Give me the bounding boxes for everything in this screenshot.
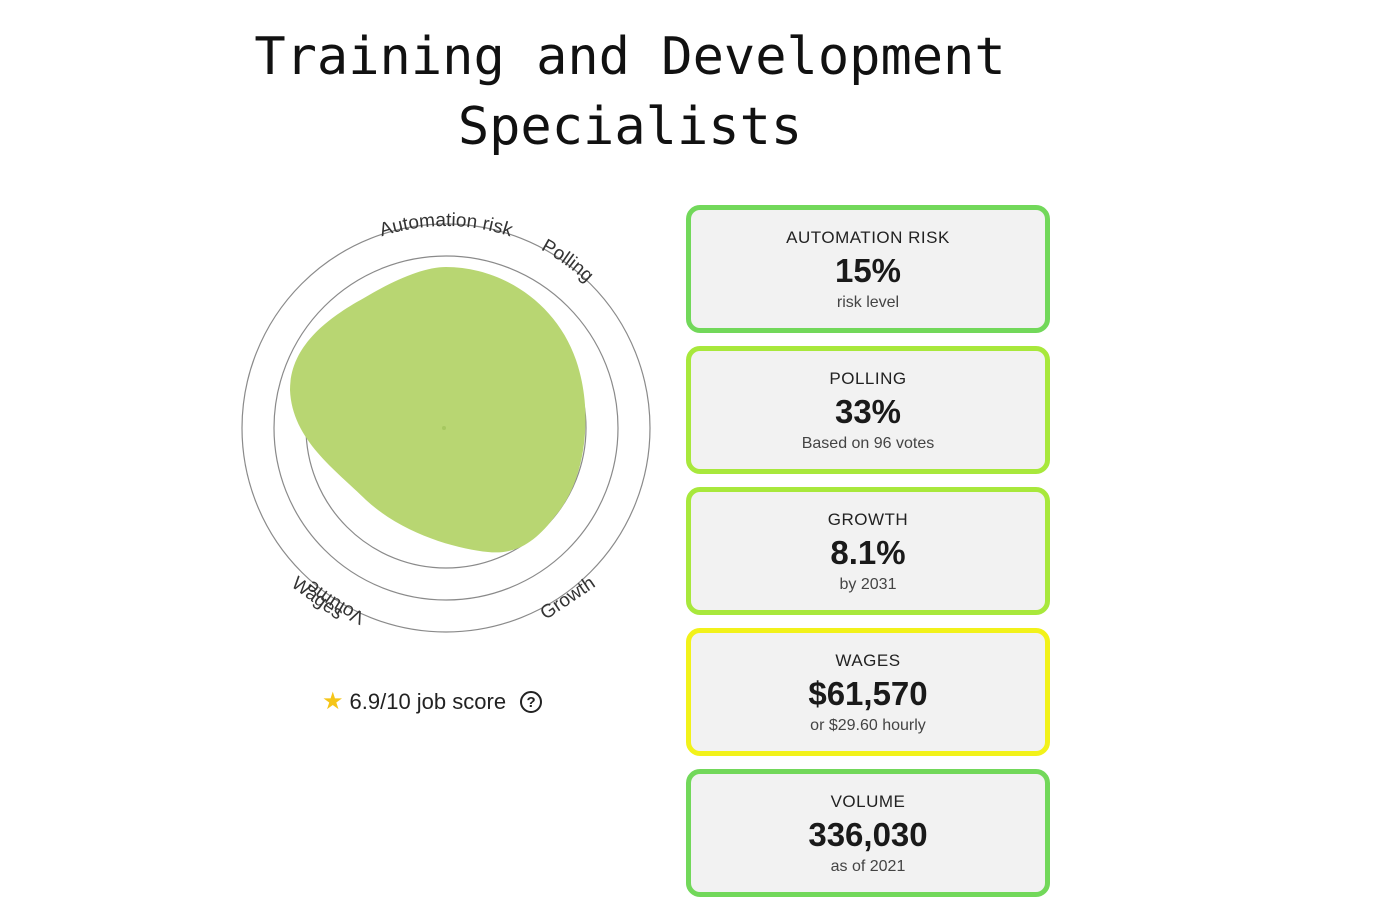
card-value: 33% [834,393,902,430]
card-label: POLLING [829,369,907,388]
radar-svg: Automation risk Polling Growth Wages Vol… [241,210,651,633]
page-title: Training and Development Specialists [254,27,1006,157]
card-label: WAGES [835,651,901,670]
card-sub: Based on 96 votes [801,435,935,452]
card-label: VOLUME [830,792,906,811]
card-automation-risk: AUTOMATION RISK 15% risk level [686,205,1050,333]
card-volume: VOLUME 336,030 as of 2021 [686,769,1050,897]
card-sub: or $29.60 hourly [810,717,926,734]
card-growth: GROWTH 8.1% by 2031 [686,487,1050,615]
job-radar-chart: Automation risk Polling Growth Wages Vol… [196,190,696,660]
job-score-text: 6.9/10 job score [349,689,507,714]
card-value: $61,570 [808,675,928,712]
card-sub: as of 2021 [830,858,906,875]
card-label: GROWTH [827,510,909,529]
card-wages: WAGES $61,570 or $29.60 hourly [686,628,1050,756]
card-sub: risk level [836,294,900,311]
card-polling: POLLING 33% Based on 96 votes [686,346,1050,474]
radar-center [442,426,446,430]
card-value: 15% [834,252,902,289]
radar-axis-label-polling: Polling [538,235,597,286]
radar-shape [290,267,586,553]
radar-ring-middle [273,255,619,601]
question-circle-icon[interactable]: ? [520,691,543,713]
card-value: 336,030 [808,816,928,853]
radar-axis-label-growth: Growth [537,573,600,625]
stat-cards: AUTOMATION RISK 15% risk level POLLING 3… [686,205,1050,910]
radar-axis-label-automation-risk: Automation risk [377,210,516,241]
job-score: ★ 6.9/10 job score ? [322,686,543,718]
card-value: 8.1% [830,534,906,571]
card-label: AUTOMATION RISK [786,228,950,247]
card-sub: by 2031 [839,576,897,593]
star-icon: ★ [322,688,344,715]
radar-ring-outer [241,223,651,633]
